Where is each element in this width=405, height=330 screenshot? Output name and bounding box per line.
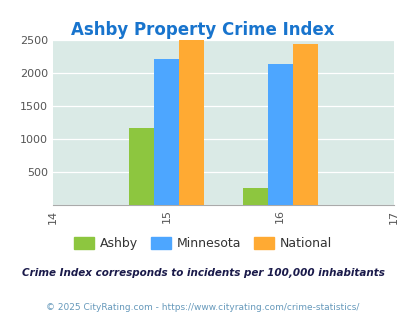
Bar: [267, 64, 292, 205]
Bar: [153, 59, 179, 205]
Legend: Ashby, Minnesota, National: Ashby, Minnesota, National: [68, 232, 337, 255]
Text: Crime Index corresponds to incidents per 100,000 inhabitants: Crime Index corresponds to incidents per…: [21, 268, 384, 278]
Bar: [179, 40, 203, 205]
Bar: [242, 188, 267, 205]
Text: Ashby Property Crime Index: Ashby Property Crime Index: [71, 21, 334, 39]
Bar: [129, 128, 153, 205]
Bar: [292, 44, 317, 205]
Text: © 2025 CityRating.com - https://www.cityrating.com/crime-statistics/: © 2025 CityRating.com - https://www.city…: [46, 303, 359, 312]
